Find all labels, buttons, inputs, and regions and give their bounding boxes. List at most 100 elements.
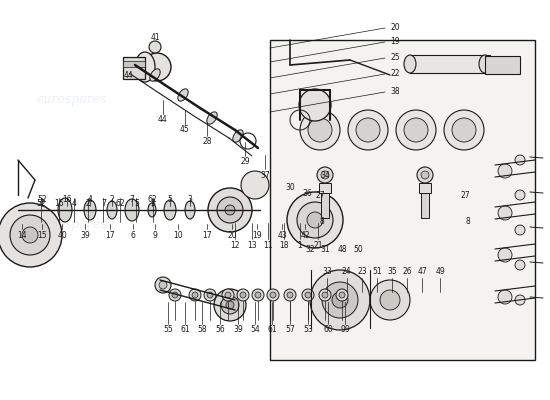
Bar <box>220 192 240 228</box>
Text: 32: 32 <box>305 246 315 254</box>
Ellipse shape <box>207 112 217 124</box>
Circle shape <box>207 292 213 298</box>
Circle shape <box>515 225 525 235</box>
Ellipse shape <box>148 203 156 217</box>
Circle shape <box>515 190 525 200</box>
Text: 56: 56 <box>215 326 225 334</box>
Circle shape <box>287 192 343 248</box>
Text: 99: 99 <box>340 326 350 334</box>
Circle shape <box>421 171 429 179</box>
Circle shape <box>169 289 181 301</box>
Bar <box>410 55 490 73</box>
Circle shape <box>305 292 311 298</box>
Circle shape <box>498 164 512 178</box>
Text: 57: 57 <box>285 326 295 334</box>
Text: 7: 7 <box>130 196 134 204</box>
Circle shape <box>240 292 246 298</box>
Text: 34: 34 <box>320 170 330 180</box>
Text: 4: 4 <box>87 196 92 204</box>
Circle shape <box>155 277 171 293</box>
Circle shape <box>222 289 234 301</box>
Text: 61: 61 <box>180 326 190 334</box>
Text: 4: 4 <box>72 200 76 208</box>
Text: 44: 44 <box>123 70 133 80</box>
Text: eurospares: eurospares <box>284 218 354 230</box>
Text: eurospares: eurospares <box>36 218 107 230</box>
Circle shape <box>225 292 231 298</box>
Text: 24: 24 <box>342 268 351 276</box>
Circle shape <box>356 118 380 142</box>
Circle shape <box>287 292 293 298</box>
Text: 5: 5 <box>168 196 173 204</box>
Circle shape <box>159 281 167 289</box>
Text: 5: 5 <box>134 200 139 208</box>
Text: eurospares: eurospares <box>284 94 354 106</box>
Circle shape <box>172 292 178 298</box>
Text: 58: 58 <box>197 326 207 334</box>
Ellipse shape <box>84 200 96 220</box>
Bar <box>123 61 145 67</box>
Ellipse shape <box>178 89 188 101</box>
Text: 30: 30 <box>285 182 295 192</box>
Text: 33: 33 <box>322 268 332 276</box>
Text: 38: 38 <box>390 88 400 96</box>
Circle shape <box>267 289 279 301</box>
Circle shape <box>444 110 484 150</box>
Circle shape <box>370 280 410 320</box>
Circle shape <box>237 289 249 301</box>
Text: 52: 52 <box>36 200 46 208</box>
Ellipse shape <box>164 200 176 220</box>
Circle shape <box>380 290 400 310</box>
Text: 37: 37 <box>260 170 270 180</box>
Bar <box>319 183 331 193</box>
Circle shape <box>498 290 512 304</box>
Text: 39: 39 <box>233 326 243 334</box>
Ellipse shape <box>479 55 491 73</box>
Circle shape <box>208 188 252 232</box>
Text: 31: 31 <box>320 246 330 254</box>
Text: 62: 62 <box>147 196 157 204</box>
Text: 19: 19 <box>252 230 262 240</box>
Circle shape <box>332 292 348 308</box>
Text: 62: 62 <box>115 200 125 208</box>
Text: 12: 12 <box>230 240 240 250</box>
Text: 42: 42 <box>300 230 310 240</box>
Circle shape <box>217 197 243 223</box>
Text: 22: 22 <box>390 70 400 78</box>
Circle shape <box>270 292 276 298</box>
Bar <box>421 183 429 218</box>
Circle shape <box>319 289 331 301</box>
Circle shape <box>322 282 358 318</box>
Bar <box>485 56 520 74</box>
Text: 60: 60 <box>323 326 333 334</box>
Ellipse shape <box>135 52 155 82</box>
Circle shape <box>307 212 323 228</box>
Text: 26: 26 <box>402 268 412 276</box>
Bar <box>321 183 329 218</box>
Circle shape <box>189 289 201 301</box>
Circle shape <box>149 41 161 53</box>
Circle shape <box>515 260 525 270</box>
Text: 51: 51 <box>372 268 382 276</box>
Text: 2: 2 <box>109 196 114 204</box>
Text: 61: 61 <box>267 326 277 334</box>
Text: 20: 20 <box>390 24 400 32</box>
Bar <box>270 40 535 360</box>
Circle shape <box>452 118 476 142</box>
Ellipse shape <box>404 55 416 73</box>
Ellipse shape <box>150 69 160 81</box>
Ellipse shape <box>185 201 195 219</box>
Circle shape <box>417 167 433 183</box>
Text: 29: 29 <box>240 158 250 166</box>
Text: 52: 52 <box>37 196 47 204</box>
Text: 16: 16 <box>54 200 64 208</box>
Text: 8: 8 <box>466 218 470 226</box>
Circle shape <box>241 171 269 199</box>
Circle shape <box>498 248 512 262</box>
Text: 23: 23 <box>357 268 367 276</box>
Circle shape <box>317 167 333 183</box>
Bar <box>123 57 145 79</box>
Text: 3: 3 <box>151 200 155 208</box>
Text: 48: 48 <box>337 246 347 254</box>
Text: 39: 39 <box>80 230 90 240</box>
